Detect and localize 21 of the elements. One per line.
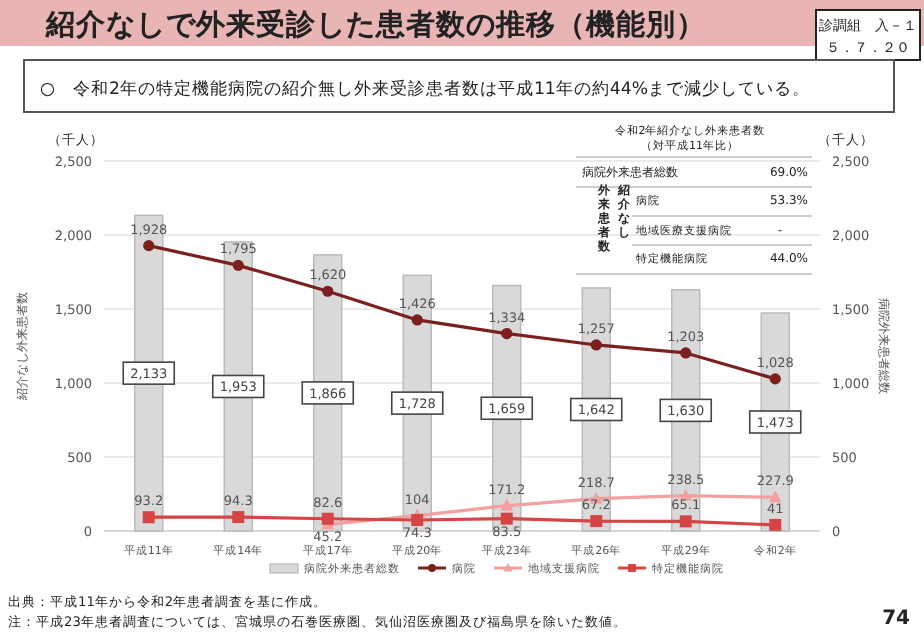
point (500, 498, 514, 511)
point (680, 347, 692, 359)
point (769, 518, 782, 531)
point (321, 512, 334, 525)
chart-title: 紹介なしで外来受診した患者数の推移（機能別） (44, 8, 706, 42)
point (411, 514, 424, 526)
point (142, 511, 155, 524)
point (322, 285, 334, 297)
point (411, 314, 423, 326)
text: 74 (882, 608, 911, 630)
point (232, 511, 245, 524)
point (679, 515, 692, 528)
point (769, 373, 781, 385)
point (768, 490, 782, 503)
point (500, 512, 513, 525)
point (590, 515, 603, 528)
point (501, 327, 513, 340)
point (143, 240, 155, 252)
chart-subtitle: ○ 令和2年の特定機能病院の紹介無し外来受診患者数は平成11年の約44%まで減少している。 (40, 78, 811, 100)
point (232, 259, 244, 271)
point (590, 339, 602, 351)
